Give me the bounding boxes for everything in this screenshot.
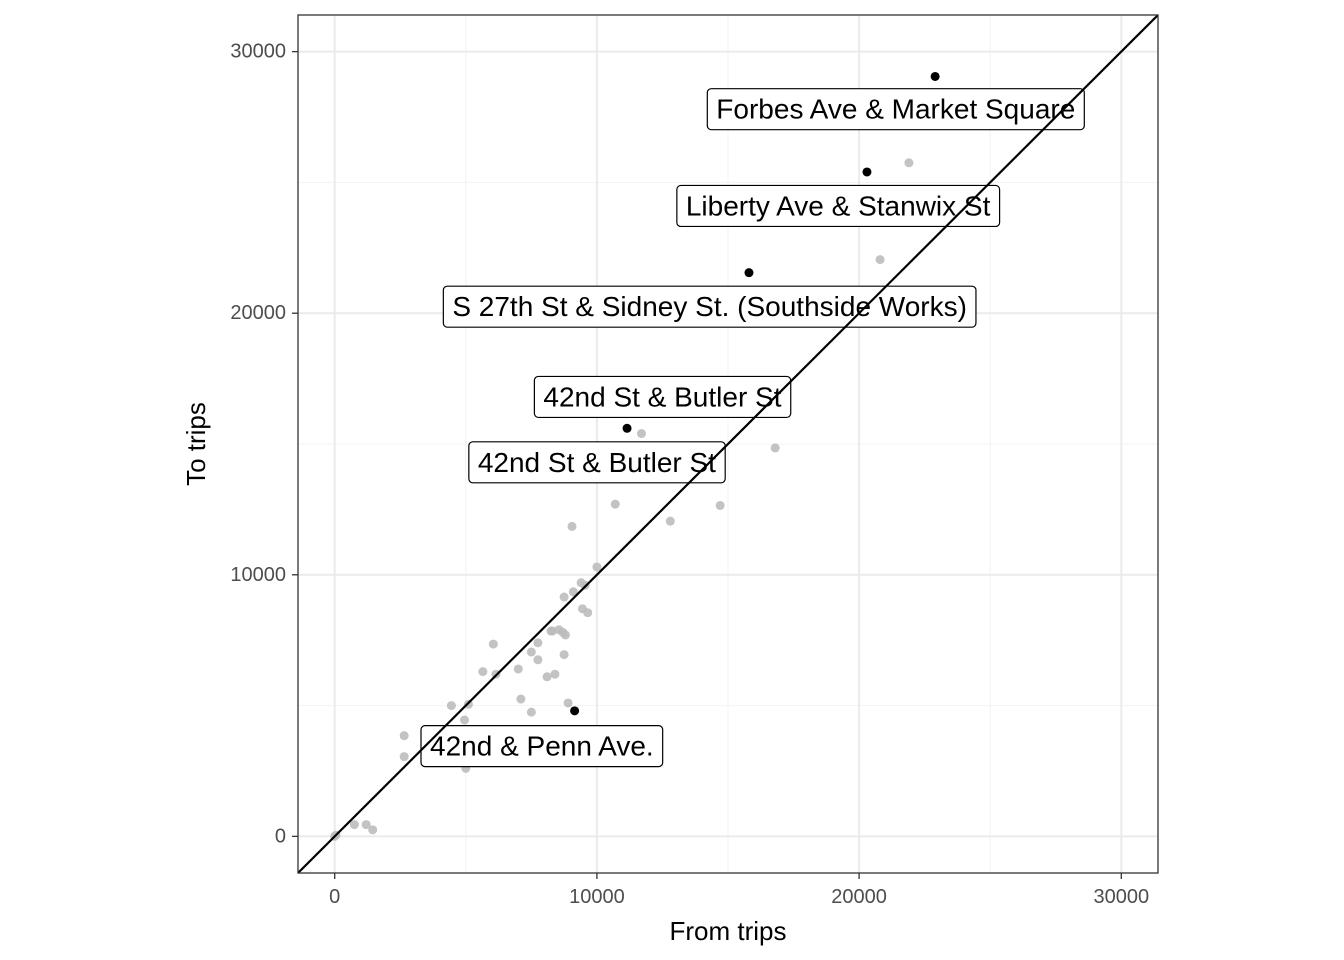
highlighted-point (570, 706, 580, 716)
background-point (526, 647, 536, 657)
reference-line-group (297, 14, 1159, 874)
background-point (542, 672, 552, 682)
background-point (361, 820, 371, 830)
background-point (533, 638, 543, 648)
annotation-box (533, 375, 792, 419)
x-tick-label: 30000 (1093, 886, 1149, 908)
y-tick-label: 20000 (230, 302, 286, 324)
x-tick-label: 0 (329, 886, 340, 908)
background-point (446, 701, 456, 711)
background-point (349, 820, 359, 830)
background-point (399, 752, 409, 762)
background-point (368, 825, 378, 835)
highlighted-point (622, 423, 632, 433)
background-point (478, 667, 488, 677)
background-point (559, 592, 569, 602)
background-point (488, 639, 498, 649)
annotation-label: 42nd & Penn Ave. (420, 725, 664, 768)
highlighted-point (744, 268, 754, 278)
x-axis-title: From trips (670, 916, 787, 946)
background-point (875, 255, 885, 265)
background-point (583, 608, 593, 618)
axes: 0 10000 20000 30000 0 10000 20000 30000 (230, 41, 1149, 908)
annotation-label: 42nd St & Butler St (468, 441, 726, 484)
y-tick-label: 10000 (230, 564, 286, 586)
highlighted-point (930, 71, 940, 81)
annotation-text: 42nd St & Butler St (543, 381, 781, 412)
annotation-text: 42nd St & Butler St (478, 447, 716, 478)
annotation-box (468, 441, 726, 484)
annotations: Forbes Ave & Market Square Liberty Ave & … (420, 88, 1085, 768)
background-point (904, 158, 914, 168)
background-point (563, 698, 573, 708)
background-point (560, 630, 570, 640)
annotation-text: Forbes Ave & Market Square (716, 94, 1075, 125)
annotation-label: 42nd St & Butler St (533, 375, 792, 419)
y-axis-title: To trips (181, 402, 211, 486)
background-point (513, 664, 523, 674)
background-point (399, 731, 409, 741)
annotation-label: Liberty Ave & Stanwix St (676, 184, 1001, 228)
annotation-box (442, 285, 977, 328)
background-point (559, 650, 569, 660)
highlighted-points (570, 71, 940, 716)
background-point (568, 587, 578, 597)
reference-line (297, 14, 1159, 874)
background-point (550, 669, 560, 679)
background-point (715, 500, 725, 510)
annotation-text: S 27th St & Sidney St. (Southside Works) (452, 291, 967, 322)
background-point (516, 694, 526, 704)
annotation-text: Liberty Ave & Stanwix St (686, 190, 991, 221)
background-point (526, 707, 536, 717)
background-point (592, 562, 602, 572)
annotation-box (676, 184, 1001, 228)
background-point (567, 521, 577, 531)
annotation-box (420, 725, 664, 768)
y-tick-label: 30000 (230, 41, 286, 63)
annotation-text: 42nd & Penn Ave. (430, 731, 654, 762)
background-point (610, 499, 620, 509)
background-point (770, 443, 780, 453)
annotation-label: S 27th St & Sidney St. (Southside Works) (442, 285, 977, 328)
annotation-box (706, 88, 1085, 131)
background-point (459, 715, 469, 725)
background-point (533, 655, 543, 665)
background-point (636, 429, 646, 439)
x-tick-label: 10000 (569, 886, 625, 908)
highlighted-point (862, 167, 872, 177)
annotation-label: Forbes Ave & Market Square (706, 88, 1085, 131)
panel-border (297, 14, 1159, 874)
y-tick-label: 0 (275, 825, 286, 847)
x-tick-label: 20000 (831, 886, 887, 908)
background-point (665, 516, 675, 526)
